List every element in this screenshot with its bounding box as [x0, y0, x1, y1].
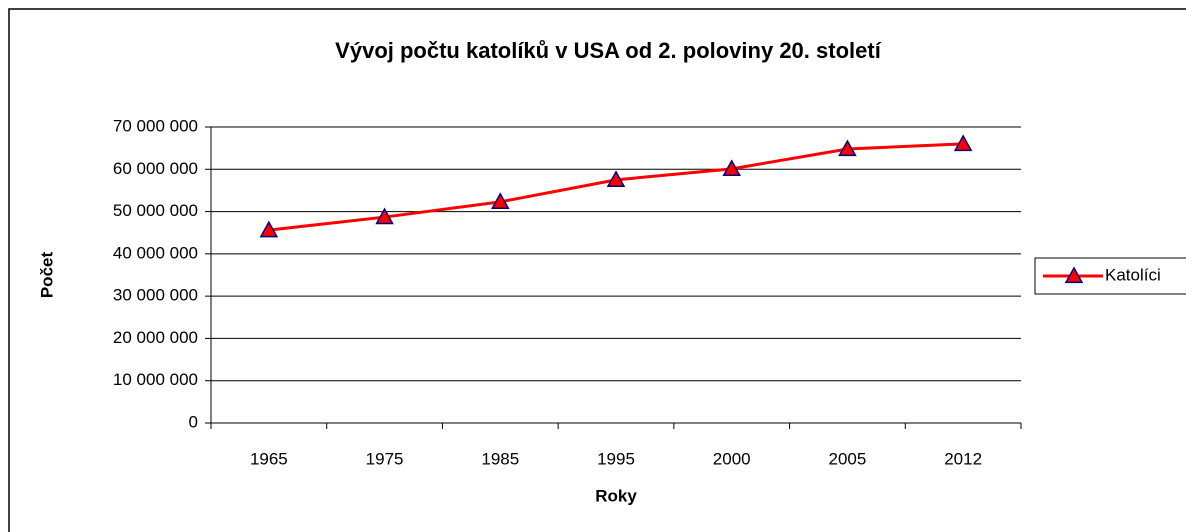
y-tick-label: 60 000 000: [113, 159, 198, 178]
legend-marker: [1064, 266, 1084, 284]
legend-label: Katolíci: [1105, 265, 1161, 284]
x-tick-label: 1995: [597, 449, 635, 468]
x-tick-label: 2012: [944, 449, 982, 468]
x-tick-label: 1965: [250, 449, 288, 468]
y-tick-label: 20 000 000: [113, 328, 198, 347]
data-point: [375, 207, 394, 225]
x-tick-label: 1985: [481, 449, 519, 468]
y-tick-label: 10 000 000: [113, 370, 198, 389]
y-tick-label: 70 000 000: [113, 116, 198, 135]
data-point: [838, 139, 857, 157]
data-point: [722, 159, 741, 177]
data-point: [259, 220, 279, 238]
y-tick-label: 30 000 000: [113, 286, 198, 305]
y-tick-label: 0: [189, 412, 198, 431]
chart-frame: [8, 8, 1186, 532]
data-point: [953, 134, 973, 152]
y-tick-label: 40 000 000: [113, 243, 198, 262]
chart-title: Vývoj počtu katolíků v USA od 2. polovin…: [335, 38, 882, 63]
data-point: [606, 170, 626, 188]
y-axis-label: Počet: [37, 252, 56, 299]
x-tick-label: 2000: [713, 449, 751, 468]
y-tick-label: 50 000 000: [113, 201, 198, 220]
x-axis-label: Roky: [595, 486, 637, 505]
data-point: [491, 192, 510, 209]
x-tick-label: 2005: [829, 449, 867, 468]
x-tick-label: 1975: [366, 449, 404, 468]
